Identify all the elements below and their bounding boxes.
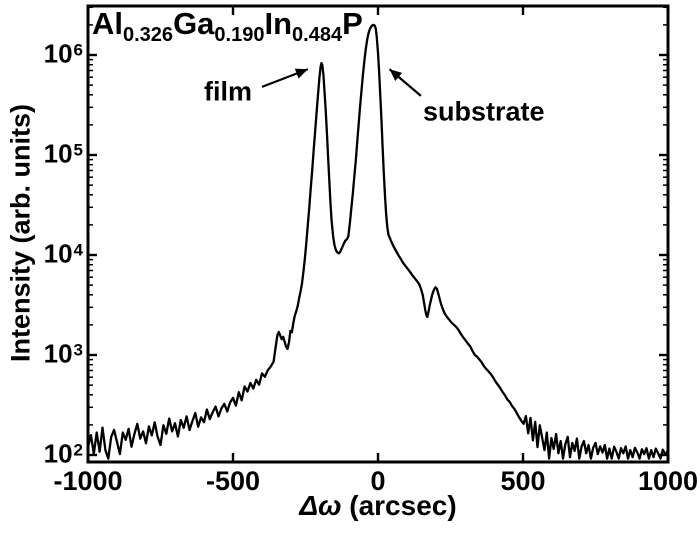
formula-element: Ga (173, 6, 215, 41)
sample-composition-label: Al0.326Ga0.190In0.484P (92, 6, 363, 47)
y-tick-exponent: 6 (73, 40, 83, 60)
y-tick-exponent: 4 (73, 240, 83, 260)
y-tick-base: 10 (43, 38, 73, 69)
formula-subscript: 0.484 (292, 24, 343, 46)
y-tick-base: 10 (43, 438, 73, 469)
y-tick-label: 103 (44, 339, 83, 370)
film-arrowhead (294, 68, 308, 79)
formula-element: P (342, 6, 363, 41)
rocking-curve-line (88, 23, 668, 460)
y-tick-exponent: 2 (73, 440, 83, 460)
y-tick-exponent: 5 (73, 140, 83, 160)
y-tick-exponent: 3 (73, 340, 83, 360)
formula-subscript: 0.190 (214, 24, 265, 46)
x-axis-title: Δω (arcsec) (88, 490, 668, 522)
y-tick-label: 102 (44, 439, 83, 470)
y-axis-title: Intensity (arb. units) (5, 103, 36, 363)
formula-element: In (264, 6, 293, 41)
y-tick-label: 104 (44, 239, 83, 270)
y-tick-base: 10 (43, 238, 73, 269)
substrate-annotation-label: substrate (422, 96, 545, 127)
x-tick-label: -500 (205, 466, 261, 496)
x-tick-label: 1000 (637, 466, 699, 496)
y-tick-label: 105 (44, 139, 83, 170)
substrate-arrowhead (389, 69, 403, 81)
film-annotation-label: film (204, 76, 253, 107)
axes-frame (86, 4, 670, 464)
y-tick-label: 106 (44, 39, 83, 70)
formula-element: Al (92, 6, 123, 41)
formula-subscript: 0.326 (123, 24, 174, 46)
x-tick-label: 0 (370, 466, 386, 496)
x-tick-label: -1000 (53, 466, 123, 496)
y-tick-base: 10 (43, 338, 73, 369)
x-tick-label: 500 (500, 466, 546, 496)
y-tick-base: 10 (43, 138, 73, 169)
x-axis-title-segment: (arcsec) (341, 490, 457, 521)
x-axis-title-segment: Δω (299, 490, 342, 521)
